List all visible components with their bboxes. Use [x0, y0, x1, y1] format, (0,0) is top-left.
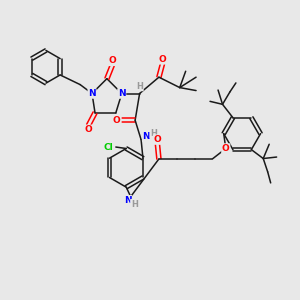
Text: N: N [142, 132, 150, 141]
Text: O: O [222, 144, 230, 153]
Text: N: N [124, 196, 131, 205]
Text: O: O [108, 56, 116, 65]
Text: N: N [88, 89, 96, 98]
Text: O: O [154, 135, 161, 144]
Text: O: O [113, 116, 121, 125]
Text: O: O [85, 125, 92, 134]
Text: N: N [118, 89, 126, 98]
Text: H: H [136, 82, 143, 91]
Text: Cl: Cl [103, 142, 113, 152]
Text: O: O [159, 55, 167, 64]
Text: H: H [131, 200, 138, 208]
Text: H: H [150, 129, 157, 138]
